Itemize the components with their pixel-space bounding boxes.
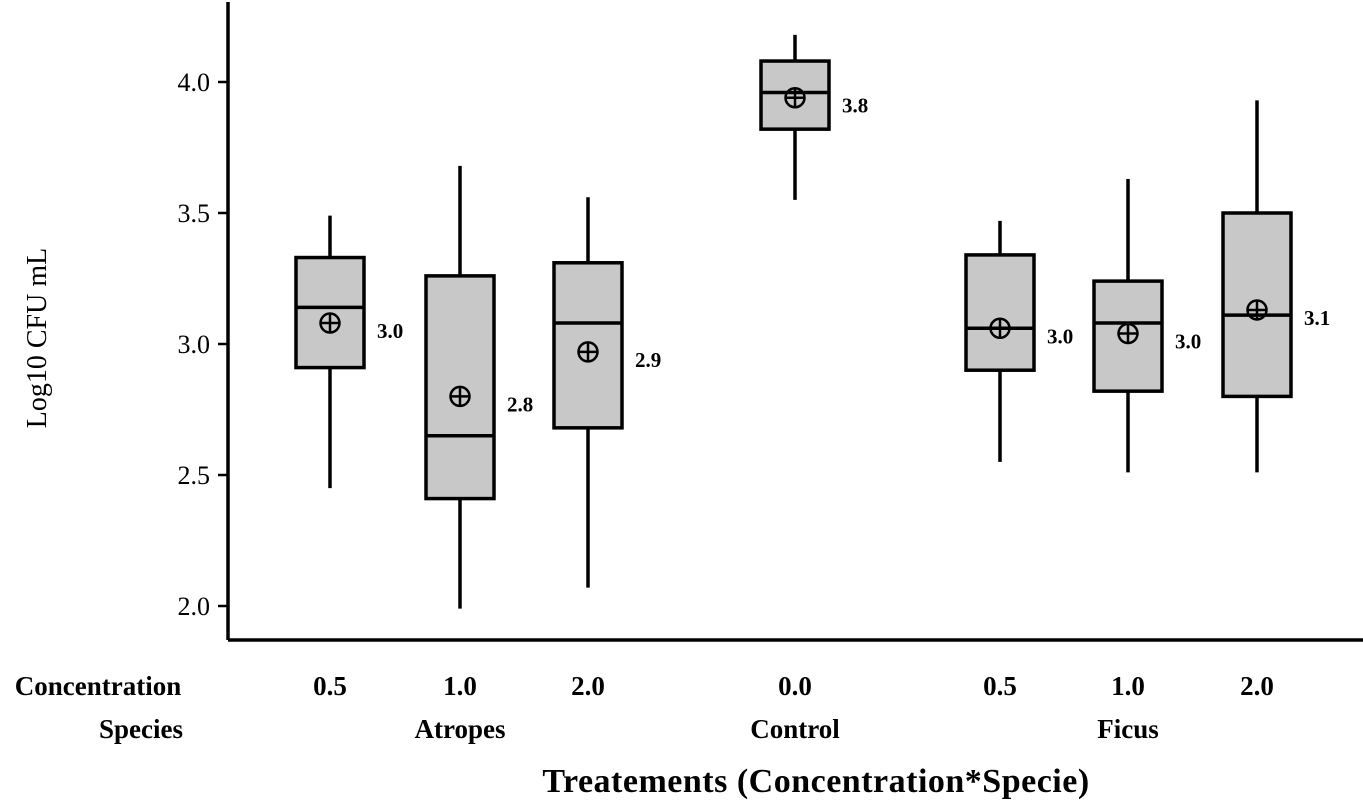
box-item: 3.1: [1221, 100, 1330, 473]
y-tick-label: 3.5: [178, 199, 211, 228]
mean-data-label: 3.0: [377, 319, 403, 343]
mean-data-label: 3.8: [842, 94, 868, 118]
box-item: 3.0: [964, 220, 1073, 462]
box-item: 3.0: [1092, 178, 1201, 473]
y-tick-label: 2.5: [178, 461, 211, 490]
y-axis: 2.0 2.5 3.0 3.5 4.0: [178, 2, 230, 640]
box-item: 2.9: [552, 197, 661, 588]
concentration-label: 1.0: [1111, 671, 1145, 701]
concentration-label: 2.0: [571, 671, 605, 701]
box-rect: [1092, 279, 1164, 393]
concentration-label: 1.0: [443, 671, 477, 701]
x-axis: Concentration Species 0.5 1.0 2.0 0.0 0.5 1.0 2.…: [15, 638, 1363, 744]
concentration-label: 0.5: [313, 671, 347, 701]
concentration-row-label: Concentration: [15, 671, 181, 701]
concentration-label: 2.0: [1240, 671, 1274, 701]
mean-data-label: 3.1: [1304, 306, 1330, 330]
x-axis-label: Treatements (Concentration*Specie): [542, 763, 1089, 800]
box-rect: [759, 59, 831, 131]
y-tick-label: 4.0: [178, 68, 211, 97]
mean-data-label: 2.9: [635, 348, 661, 372]
y-tick-label: 2.0: [178, 592, 211, 621]
box-rect: [964, 253, 1036, 372]
box-item: 2.8: [424, 165, 533, 609]
box-item: 3.0: [294, 215, 403, 489]
box-series: 3.0 2.8 2.9 3.8 3.0 3.0 3.1: [294, 34, 1330, 609]
species-label: Atropes: [415, 714, 506, 744]
mean-data-label: 3.0: [1047, 324, 1073, 348]
species-label: Control: [750, 714, 840, 744]
y-axis-label: Log10 CFU mL: [22, 248, 53, 428]
concentration-label: 0.0: [778, 671, 812, 701]
mean-data-label: 3.0: [1175, 330, 1201, 354]
y-tick-label: 3.0: [178, 330, 211, 359]
box-item: 3.8: [759, 34, 868, 200]
mean-data-label: 2.8: [507, 392, 533, 416]
species-row-label: Species: [99, 714, 183, 744]
concentration-label: 0.5: [983, 671, 1017, 701]
species-label: Ficus: [1097, 714, 1159, 744]
